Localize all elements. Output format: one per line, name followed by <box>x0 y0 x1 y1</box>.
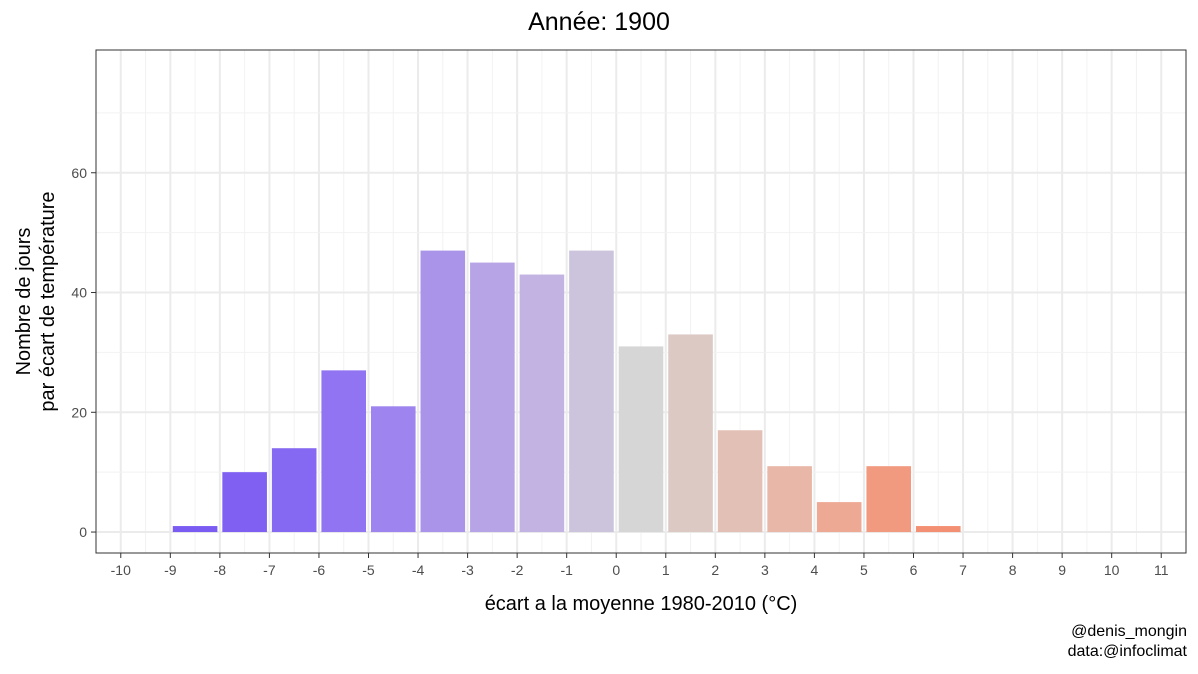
x-tick-label: -1 <box>560 562 573 578</box>
y-axis-title-line: par écart de température <box>37 191 59 411</box>
x-tick-label: -6 <box>313 562 326 578</box>
x-tick-label: 5 <box>860 562 868 578</box>
x-tick-label: 9 <box>1058 562 1066 578</box>
plot-border <box>95 49 1187 554</box>
histogram-bar <box>470 262 515 533</box>
x-tick-label: 1 <box>662 562 670 578</box>
histogram-bar <box>569 250 614 533</box>
histogram-bar <box>271 448 317 533</box>
x-tick-label: 7 <box>959 562 967 578</box>
y-tick-label: 0 <box>79 524 87 540</box>
x-tick-label: -4 <box>412 562 425 578</box>
histogram-bar <box>668 334 713 533</box>
histogram-bar <box>767 466 812 533</box>
histogram-bar <box>915 526 961 533</box>
y-tick-label: 60 <box>71 165 87 181</box>
y-tick-label: 40 <box>71 285 87 301</box>
x-tick-label: 3 <box>761 562 769 578</box>
histogram-bar <box>816 502 862 533</box>
x-tick-label: 0 <box>612 562 620 578</box>
caption-author: @denis_mongin <box>1071 623 1187 640</box>
x-axis-title: écart a la moyenne 1980-2010 (°C) <box>485 593 798 615</box>
x-tick-label: 6 <box>910 562 918 578</box>
histogram-bar <box>321 370 367 533</box>
histogram-bar <box>866 466 912 533</box>
y-axis-title-line: Nombre de jours <box>13 228 35 376</box>
histogram-bar <box>222 472 267 533</box>
x-tick-label: 2 <box>711 562 719 578</box>
y-tick-label: 20 <box>71 404 87 420</box>
x-tick-label: -5 <box>362 562 375 578</box>
x-tick-label: -3 <box>461 562 474 578</box>
x-tick-label: 11 <box>1154 562 1169 578</box>
chart-title: Année: 1900 <box>528 8 670 36</box>
histogram-bar <box>519 274 565 533</box>
x-tick-label: 4 <box>811 562 819 578</box>
caption-source: data:@infoclimat <box>1067 643 1187 660</box>
histogram-bar <box>420 250 466 533</box>
y-axis-title: Nombre de jours par écart de température <box>13 191 59 411</box>
x-tick-label: -9 <box>164 562 177 578</box>
histogram-bar <box>370 406 416 533</box>
x-tick-label: -10 <box>111 562 131 578</box>
x-tick-label: 10 <box>1104 562 1120 578</box>
x-tick-label: -2 <box>511 562 524 578</box>
caption: @denis_mongin data:@infoclimat <box>1068 622 1187 662</box>
x-tick-label: -8 <box>214 562 227 578</box>
x-tick-label: 8 <box>1009 562 1017 578</box>
x-tick-label: -7 <box>263 562 276 578</box>
histogram-bar <box>717 430 763 533</box>
histogram-bar <box>618 346 664 533</box>
histogram-bar <box>172 526 218 533</box>
